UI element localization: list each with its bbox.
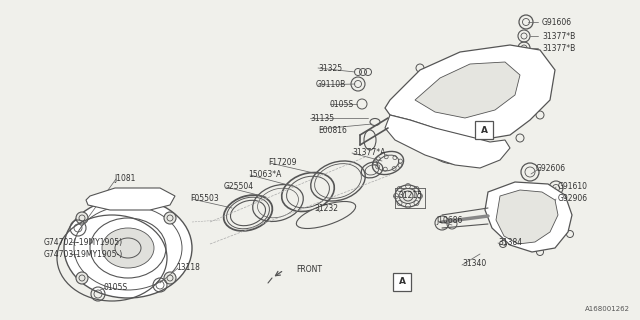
Text: 31135: 31135 xyxy=(310,114,334,123)
Polygon shape xyxy=(496,190,558,244)
Polygon shape xyxy=(485,182,572,252)
Text: G9110B: G9110B xyxy=(316,79,346,89)
Text: F05503: F05503 xyxy=(190,194,219,203)
Text: 31340: 31340 xyxy=(462,260,486,268)
Text: 31384: 31384 xyxy=(498,237,522,246)
Circle shape xyxy=(76,212,88,224)
Text: 31377*A: 31377*A xyxy=(352,148,385,156)
Ellipse shape xyxy=(515,200,545,236)
Text: G92906: G92906 xyxy=(558,194,588,203)
Text: J10686: J10686 xyxy=(436,215,462,225)
Text: FRONT: FRONT xyxy=(296,266,322,275)
Text: A: A xyxy=(399,277,406,286)
Text: 31215: 31215 xyxy=(398,190,422,199)
Polygon shape xyxy=(415,62,520,118)
Text: 15063*A: 15063*A xyxy=(248,170,282,179)
Text: G92606: G92606 xyxy=(536,164,566,172)
Text: J1081: J1081 xyxy=(114,173,136,182)
Polygon shape xyxy=(385,115,510,168)
Text: 31232: 31232 xyxy=(314,204,338,212)
Ellipse shape xyxy=(102,228,154,268)
Text: G74703(19MY1905-): G74703(19MY1905-) xyxy=(44,250,124,259)
Ellipse shape xyxy=(399,188,417,204)
Circle shape xyxy=(164,212,176,224)
Text: G91606: G91606 xyxy=(542,18,572,27)
Text: 0105S: 0105S xyxy=(330,100,354,108)
FancyBboxPatch shape xyxy=(475,121,493,139)
Ellipse shape xyxy=(64,198,192,298)
Polygon shape xyxy=(86,188,175,210)
Circle shape xyxy=(76,272,88,284)
Text: A: A xyxy=(481,125,488,134)
Text: F17209: F17209 xyxy=(268,157,296,166)
Text: 31377*B: 31377*B xyxy=(542,44,575,52)
Text: A168001262: A168001262 xyxy=(585,306,630,312)
FancyBboxPatch shape xyxy=(393,273,411,291)
Text: 31325: 31325 xyxy=(318,63,342,73)
Text: 13118: 13118 xyxy=(176,263,200,273)
Text: 0105S: 0105S xyxy=(104,284,128,292)
Text: E00816: E00816 xyxy=(318,125,347,134)
Circle shape xyxy=(164,272,176,284)
Ellipse shape xyxy=(296,202,356,228)
Text: 31377*B: 31377*B xyxy=(542,31,575,41)
Text: G74702(-19MY1905): G74702(-19MY1905) xyxy=(44,237,123,246)
Text: G91610: G91610 xyxy=(558,181,588,190)
Text: G25504: G25504 xyxy=(224,181,254,190)
Polygon shape xyxy=(385,45,555,140)
Ellipse shape xyxy=(430,132,480,164)
